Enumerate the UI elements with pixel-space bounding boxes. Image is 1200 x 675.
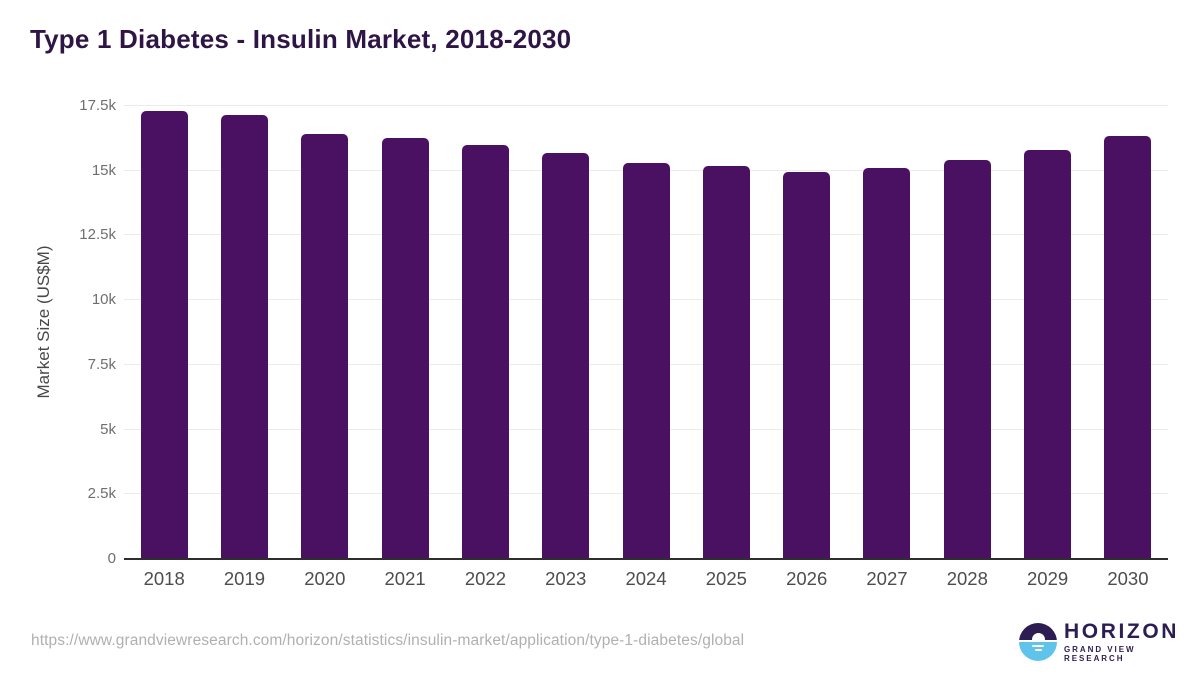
- y-tick-label-17.5k: 17.5k: [79, 97, 116, 114]
- x-tick-label-2029: 2029: [1027, 568, 1069, 589]
- logo-subtitle: GRAND VIEW RESEARCH: [1064, 645, 1136, 663]
- x-axis-line: [124, 558, 1168, 560]
- bar-2019: [220, 115, 268, 559]
- y-axis-tick-labels: 0 2.5k 5k 7.5k 10k 12.5k 15k 17.5k: [0, 97, 116, 567]
- x-tick-label-2018: 2018: [143, 568, 185, 589]
- logo-sky-half: [1019, 623, 1057, 640]
- bar-slot-2024: [606, 106, 686, 559]
- bar-2020: [301, 134, 349, 559]
- bar-slot-2030: [1088, 106, 1168, 559]
- bar-slot-2020: [285, 106, 365, 559]
- bar-slot-2022: [445, 106, 525, 559]
- bar-slot-2023: [526, 106, 606, 559]
- logo-title: HORIZON: [1064, 620, 1180, 643]
- bar-slot-2028: [927, 106, 1007, 559]
- bar-slot-2025: [686, 106, 766, 559]
- logo-reflection-line: [1034, 649, 1042, 651]
- y-tick-label-5k: 5k: [100, 420, 116, 438]
- plot-area: [124, 105, 1168, 560]
- bar-2029: [1024, 150, 1072, 559]
- y-tick-label-0: 0: [107, 550, 116, 567]
- x-tick-label-2028: 2028: [946, 568, 988, 589]
- chart-title: Type 1 Diabetes - Insulin Market, 2018-2…: [30, 24, 572, 54]
- bar-2028: [943, 160, 991, 559]
- y-tick-label-15k: 15k: [91, 161, 116, 179]
- horizon-logo: HORIZON GRAND VIEW RESEARCH: [1019, 621, 1200, 663]
- bar-2025: [702, 165, 750, 559]
- y-tick-label-7.5k: 7.5k: [87, 355, 116, 373]
- x-tick-label-2020: 2020: [304, 568, 346, 589]
- logo-text: HORIZON GRAND VIEW RESEARCH: [1064, 621, 1200, 663]
- x-tick-label-2019: 2019: [223, 568, 266, 589]
- x-tick-label-2022: 2022: [464, 568, 506, 589]
- x-tick-label-2025: 2025: [705, 568, 747, 589]
- logo-reflection-line: [1032, 644, 1044, 647]
- x-tick-label-2030: 2030: [1107, 568, 1149, 589]
- bar-2030: [1104, 135, 1152, 559]
- bar-slot-2029: [1007, 106, 1087, 559]
- y-tick-label-10k: 10k: [91, 291, 116, 309]
- x-axis-tick-labels: 2018 2019 2020 2021 2022 2023 2024 2025 2026 2027…: [124, 568, 1168, 590]
- x-tick-label-2023: 2023: [545, 568, 587, 589]
- y-tick-label-2.5k: 2.5k: [87, 485, 116, 503]
- bar-2022: [461, 144, 509, 559]
- logo-sea-half: [1019, 642, 1057, 661]
- x-tick-label-2024: 2024: [625, 568, 667, 589]
- source-url: https://www.grandviewresearch.com/horizo…: [31, 632, 745, 649]
- gridline-17.5k: [124, 105, 1168, 106]
- x-tick-label-2021: 2021: [384, 568, 426, 589]
- bar-2026: [783, 172, 831, 559]
- bar-2018: [140, 111, 188, 559]
- y-tick-label-12.5k: 12.5k: [79, 226, 116, 244]
- bar-2027: [863, 168, 911, 559]
- bar-slot-2021: [365, 106, 445, 559]
- bar-slot-2026: [767, 106, 847, 559]
- bars-group: [124, 106, 1168, 559]
- x-tick-label-2026: 2026: [786, 568, 828, 589]
- bar-2024: [622, 162, 670, 559]
- bar-slot-2027: [847, 106, 927, 559]
- bar-2023: [542, 152, 590, 559]
- bar-2021: [381, 138, 429, 559]
- bar-slot-2019: [204, 106, 284, 559]
- x-tick-label-2027: 2027: [866, 568, 908, 589]
- horizon-logo-icon: [1019, 623, 1057, 661]
- bar-slot-2018: [124, 106, 204, 559]
